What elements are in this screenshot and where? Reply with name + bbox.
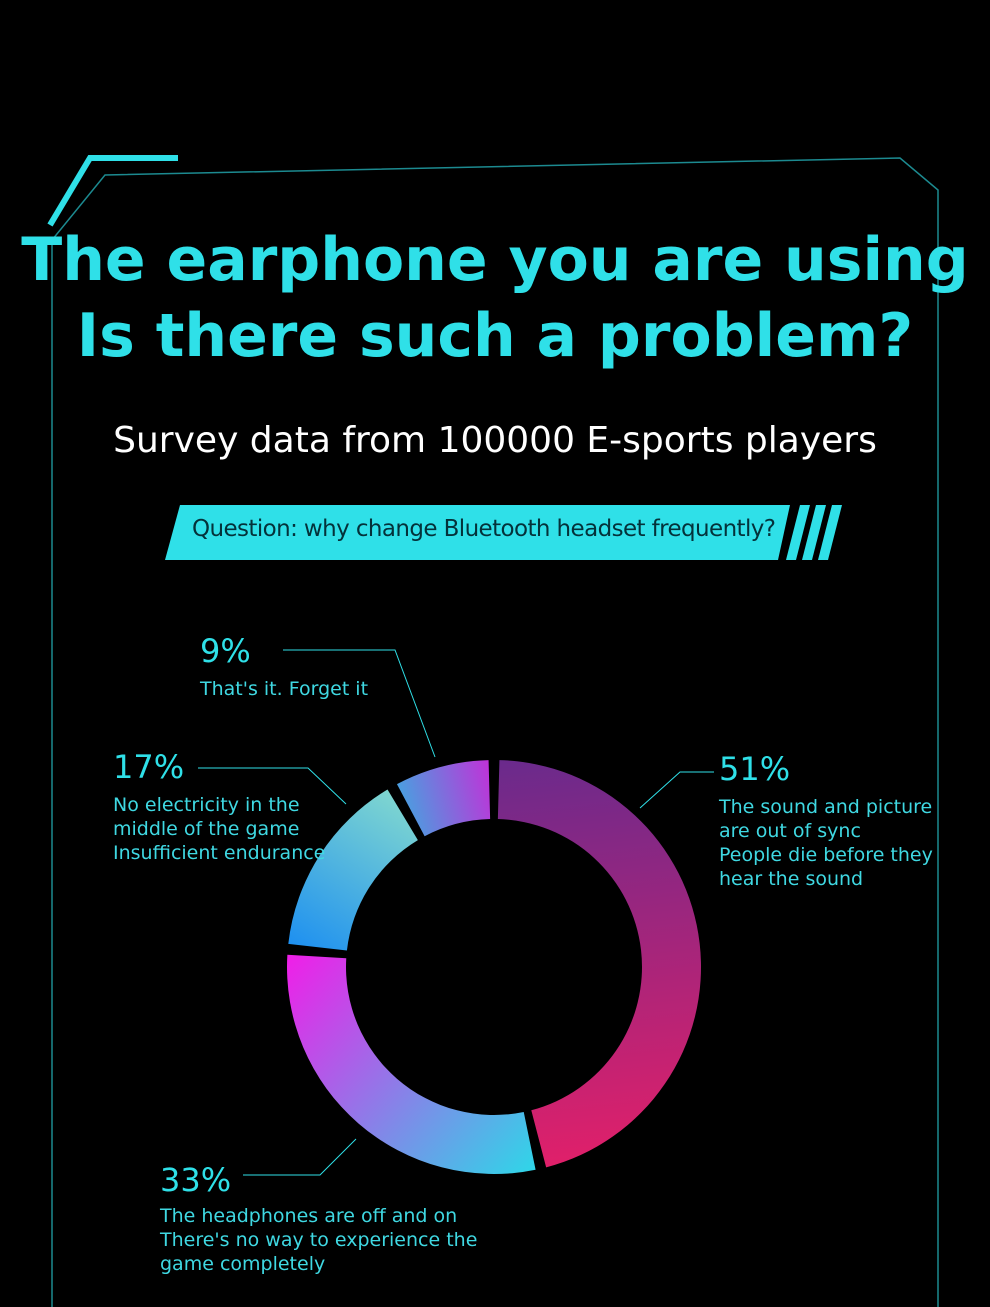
value-label: 51% — [719, 750, 791, 788]
donut-segment — [287, 954, 536, 1175]
value-label: 9% — [200, 632, 251, 670]
question: Question: why change Bluetooth headset f… — [192, 516, 776, 542]
value-label: 33% — [160, 1161, 232, 1199]
donut-segment — [288, 789, 418, 951]
title: The earphone you are using Is there such… — [21, 225, 969, 371]
donut-segment — [497, 760, 702, 1168]
leader-line — [639, 771, 714, 809]
category-label: The sound and picture are out of sync Pe… — [719, 796, 933, 890]
question-bar — [165, 505, 790, 560]
frame — [47, 155, 939, 1307]
category-label: The headphones are off and on There's no… — [160, 1205, 478, 1275]
value-label: 17% — [113, 748, 185, 786]
slashes — [786, 505, 842, 560]
leader-line — [283, 649, 436, 758]
subtitle: Survey data from 100000 E-sports players — [113, 420, 877, 461]
leader-line — [198, 767, 347, 805]
category-label: That's it. Forget it — [200, 678, 369, 700]
leader-line — [243, 1138, 357, 1176]
category-label: No electricity in the middle of the game… — [113, 794, 326, 864]
donut-segment — [396, 760, 491, 837]
